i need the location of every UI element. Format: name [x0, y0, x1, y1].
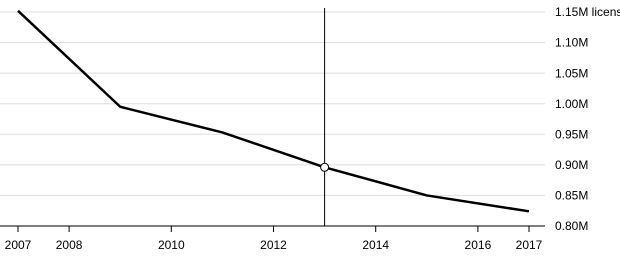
x-tick-label: 2007	[5, 238, 32, 252]
x-tick-label: 2014	[362, 238, 389, 252]
x-tick-label: 2017	[516, 238, 543, 252]
y-tick-label: 1.10M	[555, 36, 588, 50]
x-tick-label: 2012	[260, 238, 287, 252]
y-tick-label: 0.85M	[555, 189, 588, 203]
y-tick-label: 0.95M	[555, 127, 588, 141]
line	[17, 9, 530, 213]
y-tick-label: 0.80M	[555, 219, 588, 233]
x-tick-label: 2016	[465, 238, 492, 252]
x-tick-label: 2008	[56, 238, 83, 252]
y-tick-label: 1.00M	[555, 97, 588, 111]
x-tick-label: 2010	[158, 238, 185, 252]
y-tick-label: 1.15M licenses	[555, 5, 620, 19]
highlight-point	[320, 162, 330, 172]
y-tick-label: 0.90M	[555, 158, 588, 172]
y-tick-label: 1.05M	[555, 66, 588, 80]
